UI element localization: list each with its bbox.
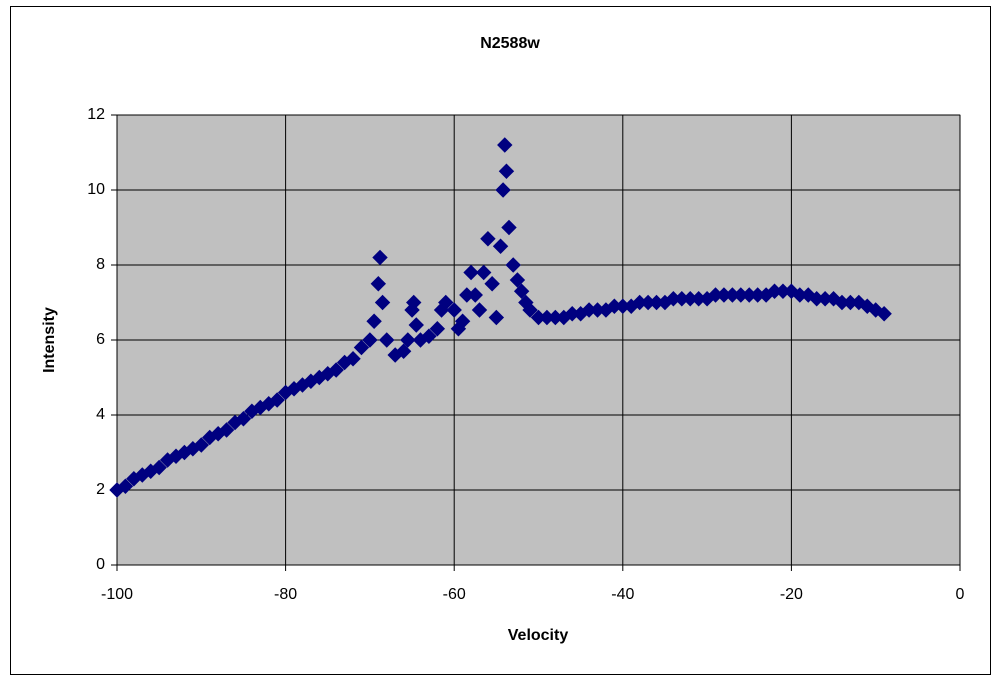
x-tick-label: -100: [101, 586, 133, 603]
point: [429, 321, 446, 337]
point: [328, 362, 344, 378]
x-tick-label: -80: [274, 586, 297, 603]
point: [513, 283, 530, 299]
point: [438, 294, 454, 311]
point: [497, 137, 513, 153]
y-tick-label: 12: [87, 106, 105, 123]
point: [522, 302, 538, 318]
point: [492, 238, 509, 254]
point: [370, 276, 387, 292]
chart-title: N2588w: [480, 35, 540, 52]
x-tick-label: -60: [443, 586, 466, 603]
y-tick-label: 4: [96, 406, 105, 423]
point: [235, 411, 252, 427]
point: [366, 313, 382, 329]
point: [117, 478, 134, 494]
point: [475, 264, 492, 281]
x-tick-label: 0: [956, 586, 965, 603]
y-tick-label: 0: [96, 556, 105, 573]
point: [408, 317, 424, 333]
point: [218, 422, 235, 438]
y-tick-label: 6: [96, 331, 105, 348]
point: [421, 328, 437, 344]
y-tick-label: 8: [96, 256, 105, 273]
point: [353, 339, 370, 356]
point: [505, 257, 521, 273]
point: [362, 332, 378, 348]
point: [446, 302, 462, 318]
point: [395, 343, 412, 359]
point: [379, 332, 395, 348]
point: [467, 287, 483, 303]
y-axis-label: Intensity: [41, 307, 58, 373]
point: [501, 219, 517, 236]
point: [509, 272, 526, 288]
point: [484, 276, 500, 292]
point: [400, 332, 416, 348]
x-tick-label: -20: [780, 586, 803, 603]
x-axis-label: Velocity: [508, 627, 569, 644]
point: [454, 313, 471, 329]
point: [345, 351, 361, 367]
point: [151, 459, 167, 476]
point: [471, 302, 488, 318]
point: [498, 163, 515, 179]
y-tick-label: 10: [87, 181, 105, 198]
y-tick-label: 2: [96, 481, 105, 498]
point: [495, 182, 511, 198]
point: [488, 309, 505, 326]
point: [480, 231, 496, 247]
point: [193, 437, 210, 453]
point: [406, 294, 422, 311]
x-tick-label: -40: [611, 586, 634, 603]
point: [269, 392, 285, 408]
point: [372, 249, 388, 266]
point: [463, 264, 479, 281]
point: [374, 294, 391, 311]
point: [876, 306, 892, 322]
